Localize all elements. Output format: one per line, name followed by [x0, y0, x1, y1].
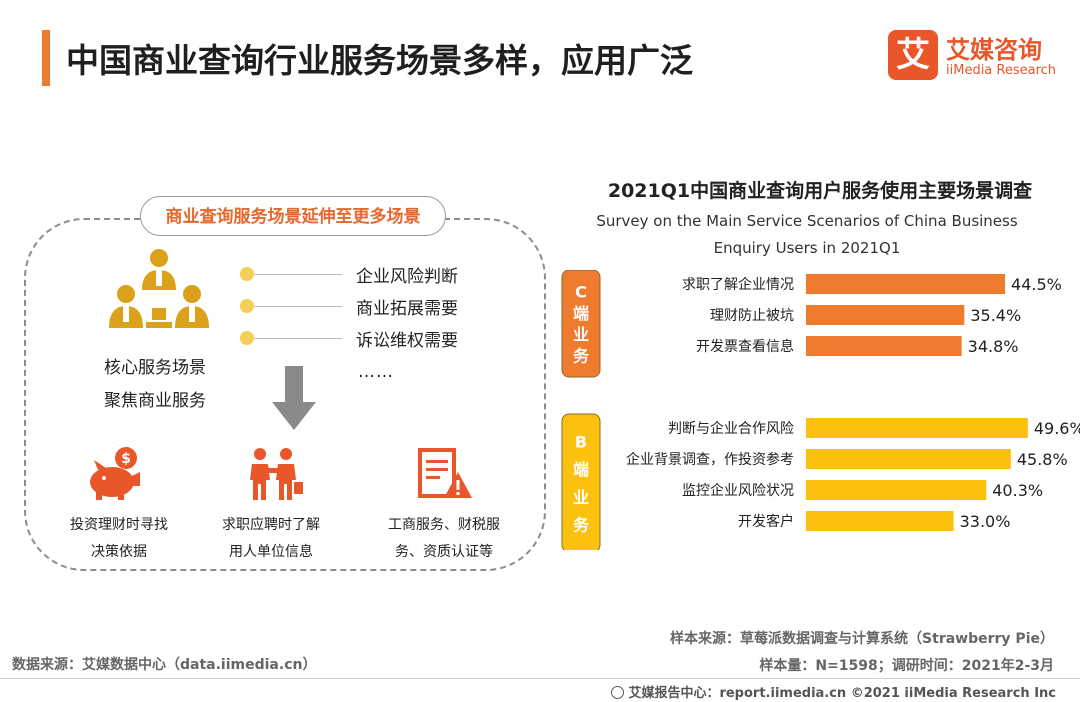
category-label: 开发票查看信息	[696, 338, 794, 355]
globe-icon	[611, 686, 625, 699]
bullet-dot-icon	[240, 331, 254, 345]
connector-line	[254, 274, 342, 275]
bar	[806, 449, 1011, 469]
sample-source: 样本来源：草莓派数据调查与计算系统（Strawberry Pie）	[670, 631, 1054, 647]
panel-pill-label: 商业查询服务场景延伸至更多场景	[140, 196, 446, 236]
data-label: 40.3%	[992, 481, 1043, 500]
bar	[806, 274, 1006, 294]
chart-title: 2021Q1中国商业查询用户服务使用主要场景调查	[607, 180, 1033, 202]
scene-more-ellipsis: ……	[358, 362, 394, 382]
group-badge-char: 务	[573, 347, 590, 366]
category-label: 理财防止被坑	[710, 308, 794, 324]
category-label: 企业背景调查，作投资参考	[626, 451, 794, 468]
footer-divider	[0, 678, 1080, 679]
group-badge	[561, 270, 601, 378]
group-badge-char: B	[575, 433, 587, 452]
scene-item-label: 商业拓展需要	[356, 299, 458, 319]
handshake-icon	[250, 448, 303, 500]
group-badge-char: 端	[573, 304, 589, 323]
sub-scene-label: 求职应聘时了解 用人单位信息	[222, 517, 320, 560]
scene-item: 企业风险判断	[240, 264, 480, 287]
scene-item-label: 企业风险判断	[356, 267, 458, 287]
bullet-dot-icon	[240, 299, 254, 313]
group-badge-char: 业	[573, 325, 589, 344]
group-badge	[561, 413, 601, 550]
report-credit: 艾媒报告中心：report.iimedia.cn ©2021 iiMedia R…	[611, 682, 1056, 701]
title-accent-bar	[42, 30, 50, 86]
logo-mark-icon: 艾	[888, 30, 938, 80]
group-badge-char: 务	[573, 515, 590, 534]
bar	[806, 305, 965, 325]
data-label: 49.6%	[1034, 419, 1080, 438]
category-label: 监控企业风险状况	[682, 482, 794, 499]
data-source: 数据来源：艾媒数据中心（data.iimedia.cn）	[12, 657, 317, 673]
data-label: 35.4%	[970, 306, 1021, 325]
connector-line	[254, 338, 342, 339]
data-label: 33.0%	[960, 512, 1011, 531]
group-badge-char: C	[575, 282, 587, 301]
core-scene-sublabel: 聚焦商业服务	[104, 391, 206, 411]
core-scene-label: 核心服务场景	[104, 358, 206, 378]
document-warning-icon	[418, 448, 472, 498]
group-badge-char: 端	[573, 460, 589, 479]
data-label: 44.5%	[1011, 275, 1062, 294]
category-label: 开发客户	[738, 513, 794, 530]
business-people-icon	[109, 249, 209, 328]
sub-scene-label: 投资理财时寻找 决策依据	[70, 517, 168, 560]
bullet-dot-icon	[240, 267, 254, 281]
piggy-bank-icon: $	[90, 447, 140, 500]
report-credit-text: 艾媒报告中心：report.iimedia.cn ©2021 iiMedia R…	[628, 686, 1056, 701]
chart-subtitle: Survey on the Main Service Scenarios of …	[596, 212, 1018, 257]
down-arrow-icon	[272, 366, 316, 430]
bar	[806, 480, 987, 500]
logo-name-cn: 艾媒咨询	[946, 36, 1042, 64]
sub-scene-label: 工商服务、财税服 务、资质认证等	[388, 517, 500, 560]
iimedia-logo[interactable]: 艾 艾媒咨询 iiMedia Research	[888, 30, 1068, 86]
scene-item-label: 诉讼维权需要	[356, 331, 458, 351]
logo-name-en: iiMedia Research	[946, 63, 1057, 78]
category-label: 判断与企业合作风险	[668, 420, 794, 437]
bar	[806, 418, 1028, 438]
connector-line	[254, 306, 342, 307]
sample-size: 样本量：N=1598；调研时间：2021年2-3月	[759, 658, 1054, 674]
page-title: 中国商业查询行业服务场景多样，应用广泛	[66, 41, 693, 80]
data-label: 45.8%	[1017, 450, 1068, 469]
group-badge-char: 业	[573, 488, 589, 507]
scene-item: 商业拓展需要	[240, 296, 480, 319]
category-label: 求职了解企业情况	[682, 276, 794, 293]
data-label: 34.8%	[968, 337, 1019, 356]
scene-item: 诉讼维权需要	[240, 328, 480, 351]
svg-text:$: $	[121, 451, 131, 467]
bar	[806, 511, 954, 531]
bar	[806, 336, 962, 356]
